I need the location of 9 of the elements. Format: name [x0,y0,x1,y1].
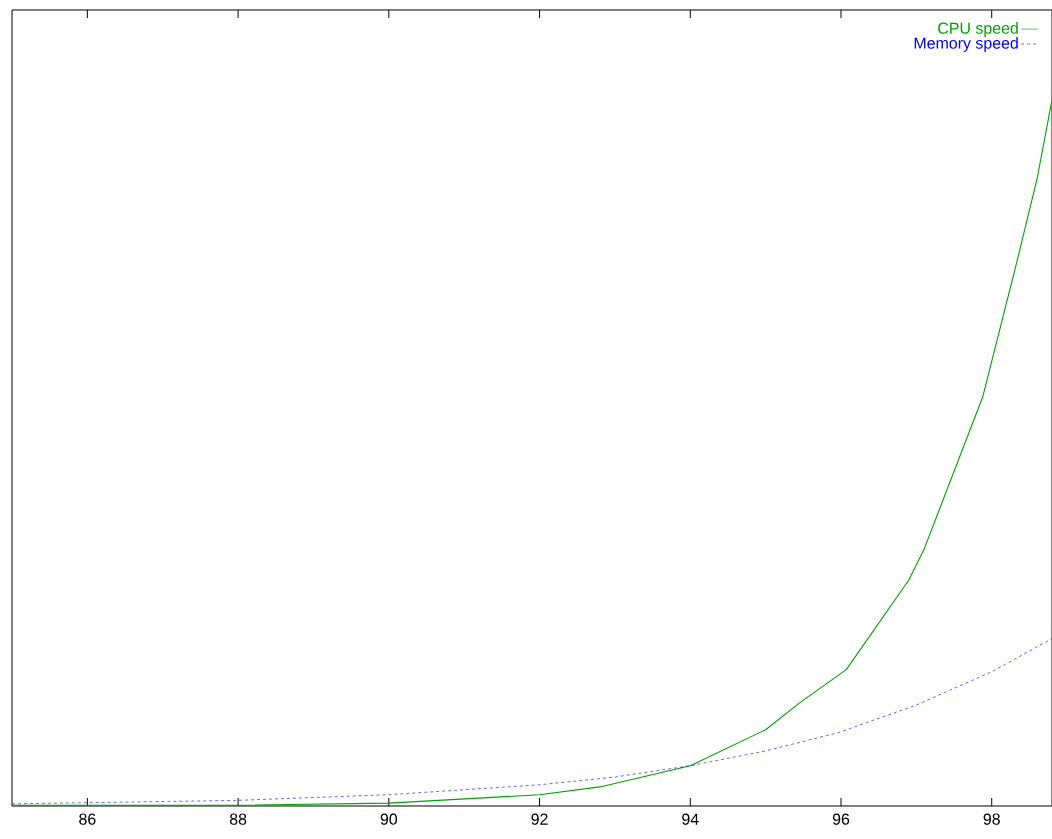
x-tick-label: 94 [682,813,699,825]
x-tick-label: 90 [380,813,398,825]
x-tick-label: 86 [79,813,96,825]
x-tick-label: 96 [832,813,850,825]
legend-label: Memory speed [914,37,1018,52]
x-tick-label: 88 [229,813,247,825]
x-tick-label: 98 [983,813,1000,825]
legend-label: CPU speed [938,22,1018,37]
x-tick-label: 92 [531,813,548,825]
